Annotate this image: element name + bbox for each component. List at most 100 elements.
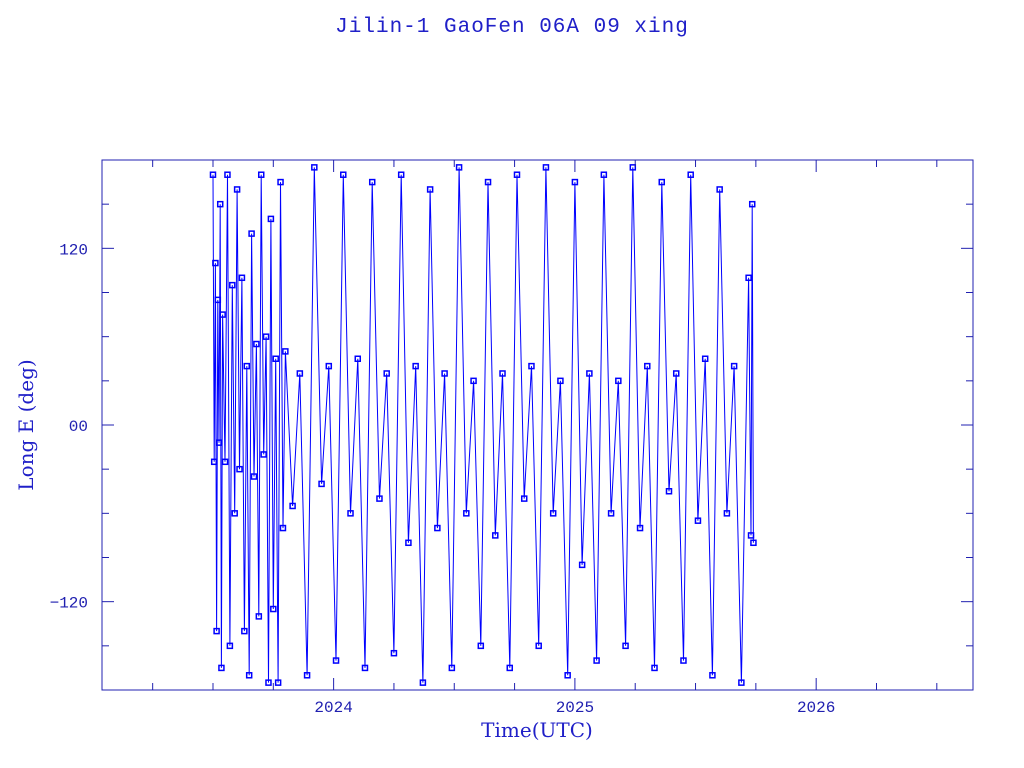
data-point (745, 274, 752, 282)
data-point (738, 679, 745, 686)
data-point (748, 200, 756, 208)
data-point (224, 171, 231, 178)
data-point (549, 510, 557, 517)
data-point (492, 532, 499, 539)
data-point (376, 495, 383, 502)
data-point (499, 370, 506, 377)
data-point (262, 333, 270, 340)
data-point (210, 458, 218, 466)
x-tick-label: 2024 (314, 699, 352, 717)
data-point (318, 480, 325, 488)
data-point (277, 178, 284, 186)
data-point (672, 370, 680, 377)
data-point (463, 510, 470, 517)
data-point (221, 458, 229, 466)
data-point (289, 502, 296, 510)
y-tick-label: 120 (59, 241, 88, 259)
data-point (665, 488, 673, 495)
data-point (636, 524, 644, 532)
data-point (209, 171, 217, 178)
data-point (248, 230, 255, 237)
data-point (484, 178, 492, 186)
data-point (542, 164, 550, 171)
data-point (347, 510, 354, 517)
data-point (272, 355, 279, 362)
data-point (651, 664, 658, 672)
data-point (332, 657, 340, 664)
data-point (448, 664, 456, 672)
data-point (716, 186, 723, 193)
data-point (455, 164, 463, 171)
data-point (361, 664, 369, 672)
data-point (412, 362, 419, 370)
data-point (586, 370, 593, 377)
data-point (229, 281, 236, 289)
data-point (571, 178, 579, 186)
data-point (267, 215, 275, 223)
data-point (750, 539, 757, 547)
data-point (354, 355, 362, 362)
data-point (253, 340, 260, 348)
data-point (644, 362, 651, 370)
data-point (564, 672, 571, 679)
data-point (236, 465, 243, 473)
y-tick-label: −120 (50, 595, 88, 613)
data-point (243, 362, 251, 370)
data-point (212, 259, 219, 267)
data-point (405, 539, 412, 547)
data-point (233, 186, 241, 193)
data-point (535, 642, 542, 650)
x-axis-label: Time(UTC) (481, 718, 593, 742)
data-point (219, 311, 226, 318)
data-point (441, 370, 448, 377)
chart-title: Jilin-1 GaoFen 06A 09 xing (335, 16, 689, 39)
data-point (368, 178, 376, 186)
data-point (747, 532, 755, 539)
data-point (215, 439, 223, 446)
data-point (622, 642, 629, 650)
data-point (520, 495, 528, 502)
data-point (513, 171, 521, 178)
data-point (255, 613, 263, 620)
data-point (397, 171, 405, 178)
x-tick-label: 2026 (797, 699, 835, 717)
data-point (250, 473, 258, 480)
data-point (214, 296, 222, 304)
data-point (390, 649, 398, 657)
data-point (274, 679, 282, 686)
data-point (303, 672, 311, 679)
data-point (238, 274, 246, 282)
data-point (607, 510, 615, 517)
data-point (218, 664, 225, 672)
data-point (730, 362, 738, 370)
data-point (470, 377, 477, 385)
data-point (615, 377, 622, 385)
data-point (434, 524, 441, 532)
data-point (241, 627, 248, 635)
data-point (600, 171, 608, 178)
series-line (212, 167, 754, 683)
data-point (528, 362, 535, 370)
data-point (701, 355, 709, 362)
data-point (419, 679, 427, 686)
data-point (629, 164, 637, 171)
data-point (383, 370, 390, 377)
data-point (723, 510, 731, 517)
data-point (311, 164, 318, 171)
data-point (296, 370, 304, 377)
data-point (694, 517, 702, 524)
data-point (265, 679, 272, 686)
data-point (340, 171, 347, 178)
data-point (257, 171, 265, 178)
data-point (506, 664, 514, 672)
data-point (557, 377, 564, 385)
data-point (477, 642, 485, 650)
x-tick-label: 2025 (556, 699, 594, 717)
data-point (680, 657, 687, 664)
data-point (687, 171, 694, 178)
y-tick-label: 00 (69, 418, 88, 436)
data-point (245, 672, 253, 679)
data-point (216, 200, 224, 208)
data-point (593, 657, 600, 664)
